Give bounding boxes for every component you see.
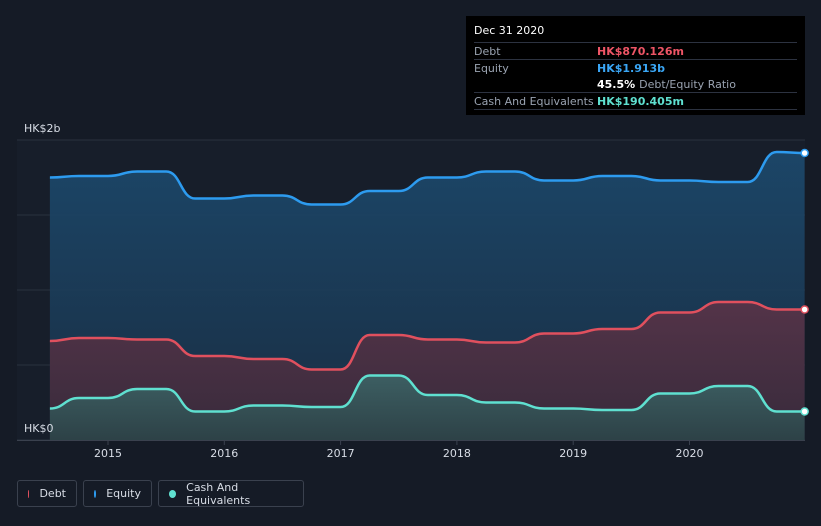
cash-end-marker (800, 407, 809, 416)
legend-debt-label: Debt (39, 487, 66, 500)
cash-line (49, 374, 805, 413)
x-tick-label-2019: 2019 (559, 447, 587, 460)
line-layer (49, 150, 805, 413)
x-axis: 2015 2016 2017 2018 2019 2020 (17, 440, 805, 460)
legend-cash-label: Cash And Equivalents (186, 480, 251, 507)
y-tick-label-bottom: HK$0 (24, 422, 53, 435)
x-tick-label-2020: 2020 (676, 447, 704, 460)
tooltip-row-debt: Debt HK$870.126m (474, 42, 797, 59)
tooltip-date: Dec 31 2020 (474, 24, 545, 37)
x-tick-label-2016: 2016 (210, 447, 238, 460)
tooltip-row-equity: Equity HK$1.913b (474, 59, 797, 76)
tooltip-cash-label: Cash And Equivalents (474, 94, 594, 108)
equity-legend-dot-icon (94, 489, 97, 498)
legend-cash-toggle[interactable]: Cash And Equivalents (158, 480, 304, 507)
debt-line (49, 300, 805, 371)
equity-end-marker (800, 148, 809, 158)
tooltip-ratio-value: 45.5% (597, 77, 636, 91)
tooltip-debt-label: Debt (474, 44, 501, 58)
legend-equity-label: Equity (106, 487, 141, 500)
debt-legend-dot-icon (28, 489, 30, 498)
tooltip-row-cash: Cash And Equivalents HK$190.405m (474, 92, 797, 110)
area-layer (49, 152, 805, 440)
tooltip-ratio-label: Debt/Equity Ratio (639, 77, 736, 91)
tooltip-panel: Dec 31 2020 Debt HK$870.126m Equity HK$1… (466, 16, 805, 115)
cash-legend-dot-icon (169, 489, 177, 498)
equity-line (49, 150, 805, 206)
x-tick-label-2017: 2017 (327, 447, 355, 460)
x-tick-label-2018: 2018 (443, 447, 471, 460)
tooltip-row-ratio: 45.5% Debt/Equity Ratio (474, 76, 797, 92)
legend-debt-toggle[interactable]: Debt (17, 480, 77, 507)
cash-area (49, 375, 805, 440)
tooltip-equity-value: HK$1.913b (597, 61, 666, 75)
end-markers (800, 148, 809, 416)
tooltip-cash-value: HK$190.405m (597, 94, 684, 108)
tooltip-equity-label: Equity (474, 61, 509, 75)
tooltip-debt-value: HK$870.126m (597, 44, 684, 58)
x-tick-label-2015: 2015 (94, 447, 122, 460)
debt-area (49, 302, 805, 440)
y-tick-label-top: HK$2b (24, 122, 60, 135)
debt-end-marker (800, 305, 809, 314)
legend-equity-toggle[interactable]: Equity (83, 480, 152, 507)
